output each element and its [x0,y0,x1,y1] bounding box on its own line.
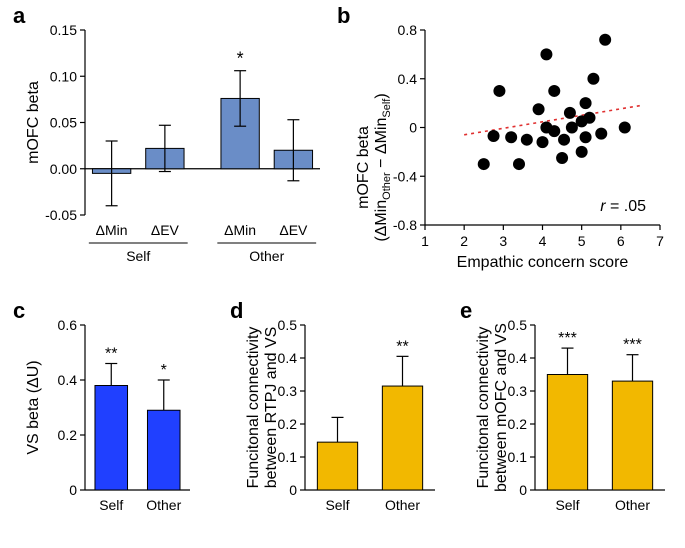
svg-text:0.4: 0.4 [58,372,78,388]
svg-text:4: 4 [539,233,547,249]
svg-text:0.05: 0.05 [50,115,77,131]
svg-text:**: ** [396,338,408,355]
svg-text:mOFC beta: mOFC beta [355,126,372,209]
svg-text:Self: Self [325,497,349,513]
svg-text:0.5: 0.5 [508,317,528,333]
panel-d-chart: 0 0.1 0.2 0.3 0.4 0.5 Funcitonal connectivityb… [240,305,455,540]
svg-text:-0.4: -0.4 [393,168,417,184]
svg-text:0.3: 0.3 [508,383,528,399]
svg-text:Funcitonal connectivity: Funcitonal connectivity [245,327,262,489]
panel-b-chart: -0.8 -0.4 0 0.4 0.8 1 2 3 4 5 6 7 Empathic concern s… [350,10,680,290]
svg-text:5: 5 [578,233,586,249]
svg-text:VS beta (ΔU): VS beta (ΔU) [25,360,42,454]
svg-text:0.2: 0.2 [508,416,528,432]
svg-text:*: * [237,49,244,69]
svg-text:Other: Other [385,497,420,513]
svg-text:-0.05: -0.05 [45,207,77,223]
svg-text:0.4: 0.4 [278,350,298,366]
panel-e-chart: 0 0.1 0.2 0.3 0.4 0.5 Funcitonal connectivityb… [470,305,685,540]
svg-text:Funcitonal connectivity: Funcitonal connectivity [475,327,492,489]
svg-text:0.1: 0.1 [508,449,528,465]
svg-text:0.6: 0.6 [58,317,78,333]
svg-text:0.15: 0.15 [50,22,77,38]
svg-text:0.00: 0.00 [50,161,77,177]
svg-text:7: 7 [656,233,664,249]
svg-text:Self: Self [555,497,579,513]
svg-text:0: 0 [69,482,77,498]
svg-text:ΔEV: ΔEV [151,222,180,238]
svg-text:0: 0 [519,482,527,498]
svg-text:0: 0 [289,482,297,498]
svg-text:(ΔMinOther − ΔMinSelf): (ΔMinOther − ΔMinSelf) [373,93,393,241]
svg-text:0.3: 0.3 [278,383,298,399]
svg-text:0.2: 0.2 [278,416,298,432]
svg-text:3: 3 [499,233,507,249]
svg-text:Other: Other [615,497,650,513]
svg-text:*: * [161,362,167,379]
svg-text:Other: Other [146,497,181,513]
svg-text:***: *** [558,330,577,347]
svg-text:r = .05: r = .05 [600,198,646,215]
svg-text:mOFC beta: mOFC beta [25,81,42,164]
svg-text:0.8: 0.8 [398,22,418,38]
panel-b-label: b [337,3,350,29]
svg-text:-0.8: -0.8 [393,217,417,233]
svg-text:Other: Other [249,248,284,264]
svg-text:0.2: 0.2 [58,427,78,443]
svg-text:ΔMin: ΔMin [96,222,128,238]
svg-text:Empathic concern score: Empathic concern score [457,254,629,271]
svg-text:**: ** [105,346,117,363]
svg-text:between mOFC and VS: between mOFC and VS [493,323,510,492]
svg-text:2: 2 [460,233,468,249]
panel-a-chart: -0.05 0.00 0.05 0.10 0.15 mOFC beta ΔMin ΔEV * ΔM… [20,10,330,290]
svg-text:0.4: 0.4 [508,350,528,366]
svg-text:***: *** [623,337,642,354]
svg-text:between RTPJ and VS: between RTPJ and VS [263,327,280,489]
svg-text:ΔEV: ΔEV [279,222,308,238]
svg-text:Self: Self [99,497,123,513]
svg-text:Self: Self [126,248,150,264]
svg-text:1: 1 [421,233,429,249]
svg-text:6: 6 [617,233,625,249]
svg-text:ΔMin: ΔMin [224,222,256,238]
svg-text:0.4: 0.4 [398,71,418,87]
svg-text:0: 0 [409,120,417,136]
svg-text:0.5: 0.5 [278,317,298,333]
panel-c-chart: 0 0.2 0.4 0.6 VS beta (ΔU) ** Self * Other [20,305,220,540]
svg-text:0.10: 0.10 [50,68,77,84]
svg-text:0.1: 0.1 [278,449,298,465]
